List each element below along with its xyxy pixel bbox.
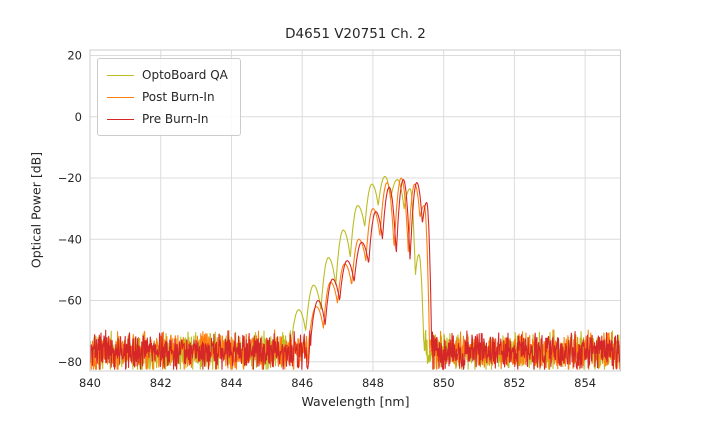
chart-title: D4651 V20751 Ch. 2 [285, 26, 426, 42]
y-tick-label: −20 [58, 171, 82, 185]
x-tick-label: 848 [362, 376, 384, 390]
legend-entry: OptoBoard QA [107, 64, 228, 86]
y-tick-label: 20 [67, 49, 82, 63]
legend-entry-label: OptoBoard QA [142, 68, 228, 82]
y-tick-label: −40 [58, 232, 82, 246]
x-tick-label: 846 [291, 376, 313, 390]
plot-border [89, 49, 621, 372]
x-axis-label: Wavelength [nm] [301, 394, 410, 409]
y-tick-label: 0 [75, 110, 82, 124]
x-tick-label: 854 [574, 376, 596, 390]
legend-line-sample [107, 96, 134, 98]
series-line-pre-burn-in [89, 179, 622, 370]
x-tick-label: 850 [433, 376, 455, 390]
y-tick-label: −60 [58, 294, 82, 308]
x-tick-label: 842 [150, 376, 172, 390]
x-tick-label: 852 [503, 376, 525, 390]
legend-entry: Post Burn-In [107, 86, 228, 108]
legend-line-sample [107, 118, 134, 120]
legend: OptoBoard QA Post Burn-In Pre Burn-In [97, 58, 241, 136]
x-tick-label: 840 [79, 376, 101, 390]
y-tick-label: −80 [58, 355, 82, 369]
legend-line-sample [107, 74, 134, 76]
legend-entry: Pre Burn-In [107, 108, 228, 130]
legend-entry-label: Pre Burn-In [142, 112, 209, 126]
x-tick-label: 844 [220, 376, 242, 390]
legend-entry-label: Post Burn-In [142, 90, 215, 104]
y-axis-label: Optical Power [dB] [28, 151, 44, 269]
